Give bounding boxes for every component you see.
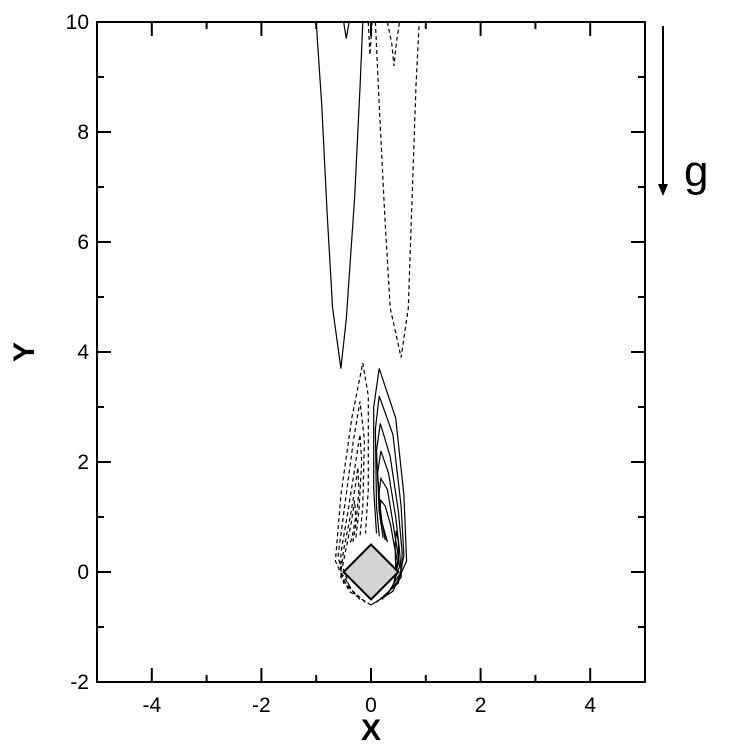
y-axis-ticks: -2 0 2 4 6 8 10 (66, 11, 645, 694)
y-tick-label: 8 (77, 121, 89, 144)
contour-wake-dashed-2 (386, 22, 401, 67)
x-tick-label: -2 (252, 694, 271, 717)
x-tick-label: -4 (142, 694, 161, 717)
x-tick-label: 0 (365, 694, 377, 717)
contour-near-solid-6 (379, 498, 398, 584)
y-tick-label: 10 (66, 11, 89, 34)
contour-wake-solid-1 (315, 22, 364, 369)
contour-near-dashed-5 (341, 500, 357, 586)
x-tick-label: 4 (584, 694, 596, 717)
y-tick-label: 4 (77, 341, 89, 364)
gravity-arrowhead-icon (658, 184, 668, 196)
y-tick-label: -2 (70, 671, 89, 694)
contour-wake-solid-2 (343, 22, 350, 39)
y-axis-title: Y (8, 342, 41, 362)
y-tick-label: 6 (77, 231, 89, 254)
x-tick-label: 2 (475, 694, 487, 717)
y-tick-label: 0 (77, 561, 89, 584)
contour-near-dashed-4 (340, 467, 360, 595)
contour-wake-dashed-1 (374, 22, 420, 358)
contour-lines (315, 22, 420, 606)
x-axis-title: X (361, 714, 381, 747)
gravity-label: g (684, 147, 708, 196)
gravity-indicator: g (658, 26, 708, 196)
y-tick-label: 2 (77, 451, 89, 474)
square-obstacle (342, 543, 400, 601)
contour-near-solid-7 (394, 530, 399, 570)
x-axis-ticks: -4 -2 0 2 4 (96, 22, 646, 717)
